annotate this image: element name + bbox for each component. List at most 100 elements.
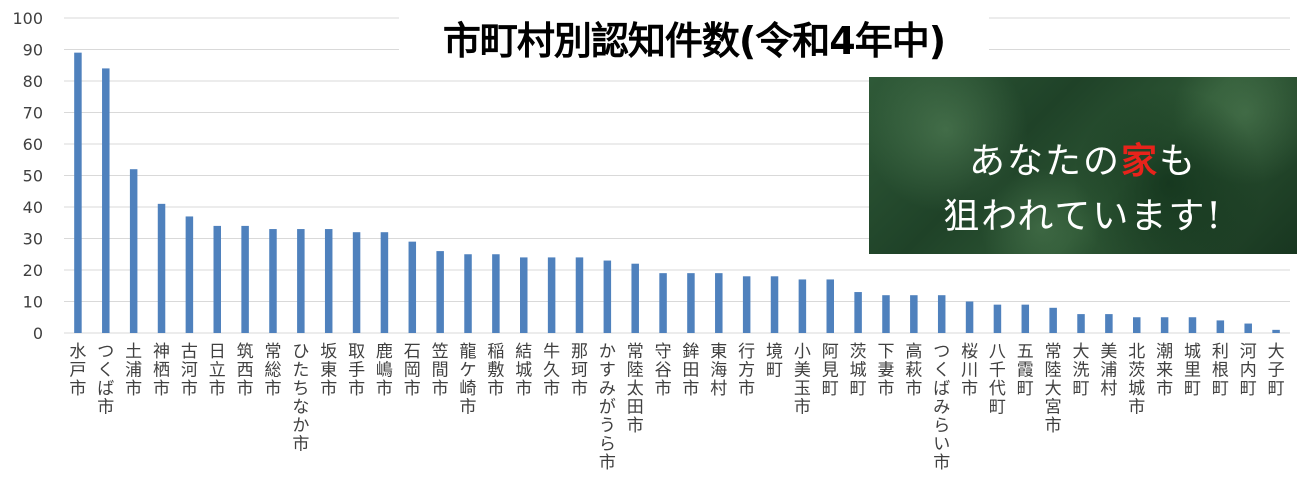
bar — [380, 232, 389, 333]
bar — [1188, 317, 1197, 333]
banner-text: あなたの — [968, 141, 1121, 182]
x-tick-label: 桜川市 — [961, 342, 978, 399]
x-tick-label: 行方市 — [738, 342, 755, 399]
x-tick-label: 境町 — [766, 342, 783, 381]
bar — [1244, 323, 1252, 333]
bar — [882, 295, 890, 333]
y-tick-label: 20 — [23, 261, 43, 280]
bar — [213, 225, 221, 333]
y-tick-label: 100 — [12, 9, 43, 28]
x-tick-label: 五霞町 — [1017, 342, 1034, 399]
bar — [547, 257, 556, 333]
x-tick-label: 東海村 — [710, 342, 727, 399]
bar — [74, 52, 82, 334]
chart-title: 市町村別認知件数(令和4年中) — [399, 6, 989, 76]
x-tick-label: ひたちなか市 — [292, 342, 309, 455]
y-tick-label: 80 — [23, 72, 43, 91]
x-tick-label: 小美玉市 — [794, 342, 811, 418]
y-tick-label: 70 — [23, 104, 43, 123]
x-tick-label: 北茨城市 — [1128, 342, 1145, 418]
y-tick-label: 10 — [23, 293, 43, 312]
bar — [520, 257, 528, 333]
x-tick-label: 大洗町 — [1073, 342, 1090, 399]
x-tick-label: 茨城町 — [850, 342, 867, 399]
banner-line-1: あなたの家も — [869, 132, 1297, 184]
x-tick-label: 常陸太田市 — [627, 342, 644, 436]
bar — [297, 229, 305, 333]
y-tick-label: 90 — [23, 41, 43, 60]
bar — [269, 229, 277, 333]
x-tick-label: 利根町 — [1212, 342, 1229, 399]
bar — [324, 229, 333, 333]
x-tick-label: 守谷市 — [655, 342, 672, 399]
bar — [1049, 307, 1057, 333]
x-tick-label: 筑西市 — [237, 342, 254, 399]
bar — [715, 273, 723, 333]
warning-banner: あなたの家も 狙われています! — [869, 77, 1297, 254]
x-tick-label: 土浦市 — [125, 342, 142, 399]
x-tick-label: 下妻市 — [877, 342, 894, 399]
x-tick-label: 石岡市 — [404, 342, 421, 399]
bar — [965, 301, 974, 333]
gridlines — [64, 17, 1290, 334]
bar — [826, 279, 834, 333]
x-tick-label: 鉾田市 — [682, 342, 699, 399]
x-tick-label: 坂東市 — [320, 342, 337, 399]
x-tick-label: 美浦村 — [1100, 342, 1117, 399]
banner-text: も — [1159, 141, 1198, 182]
x-tick-label: 高萩市 — [905, 342, 922, 399]
bar — [770, 276, 779, 333]
x-tick-label: 城里町 — [1184, 342, 1201, 399]
x-tick-label: 日立市 — [209, 342, 226, 399]
x-tick-label: かすみがうら市 — [599, 342, 616, 473]
bar — [157, 203, 166, 333]
bar — [742, 276, 751, 333]
x-tick-label: 古河市 — [181, 342, 198, 399]
y-tick-label: 40 — [23, 198, 43, 217]
x-tick-label: 鹿嶋市 — [376, 342, 393, 399]
bar — [185, 216, 194, 333]
bar — [408, 241, 417, 333]
x-axis-category-labels: 水戸市つくば市土浦市神栖市古河市日立市筑西市常総市ひたちなか市坂東市取手市鹿嶋市… — [69, 342, 1284, 473]
x-tick-label: 笠間市 — [432, 342, 449, 399]
bar — [798, 279, 807, 333]
banner-accent-text: 家 — [1120, 140, 1159, 182]
x-tick-label: 取手市 — [348, 342, 365, 399]
bar — [603, 260, 612, 333]
x-tick-label: 牛久市 — [543, 342, 560, 399]
x-tick-label: 結城市 — [515, 342, 532, 399]
bar — [129, 169, 138, 333]
bar — [937, 295, 946, 333]
y-axis-tick-labels: 0 10 20 30 40 50 60 70 80 90 100 — [12, 9, 43, 343]
bar — [1133, 317, 1141, 333]
bar — [910, 295, 918, 333]
x-tick-label: つくばみらい市 — [933, 342, 950, 473]
bar — [1105, 314, 1113, 333]
y-tick-label: 50 — [23, 167, 43, 186]
y-tick-label: 30 — [23, 230, 43, 249]
x-tick-label: 大子町 — [1268, 342, 1285, 399]
bar — [1077, 314, 1085, 333]
x-tick-label: 常陸大宮市 — [1045, 342, 1062, 436]
x-tick-label: 那珂市 — [571, 342, 588, 399]
banner-line-2: 狙われています! — [943, 196, 1223, 237]
x-tick-label: 阿見町 — [822, 342, 839, 399]
bar — [1216, 320, 1225, 333]
y-tick-label: 60 — [23, 135, 43, 154]
x-tick-label: 稲敷市 — [487, 342, 504, 399]
y-tick-label: 0 — [33, 324, 43, 343]
bar — [102, 68, 110, 334]
x-tick-label: つくば市 — [97, 342, 114, 418]
bar — [241, 225, 249, 333]
bar — [659, 273, 667, 333]
x-tick-label: 八千代町 — [989, 342, 1006, 418]
bar — [1021, 304, 1030, 333]
bar — [352, 232, 361, 333]
x-tick-label: 常総市 — [264, 342, 281, 399]
bar — [1160, 317, 1169, 333]
x-tick-label: 河内町 — [1240, 342, 1257, 399]
x-tick-label: 水戸市 — [69, 342, 86, 399]
bar — [492, 254, 500, 333]
bar — [464, 254, 472, 333]
